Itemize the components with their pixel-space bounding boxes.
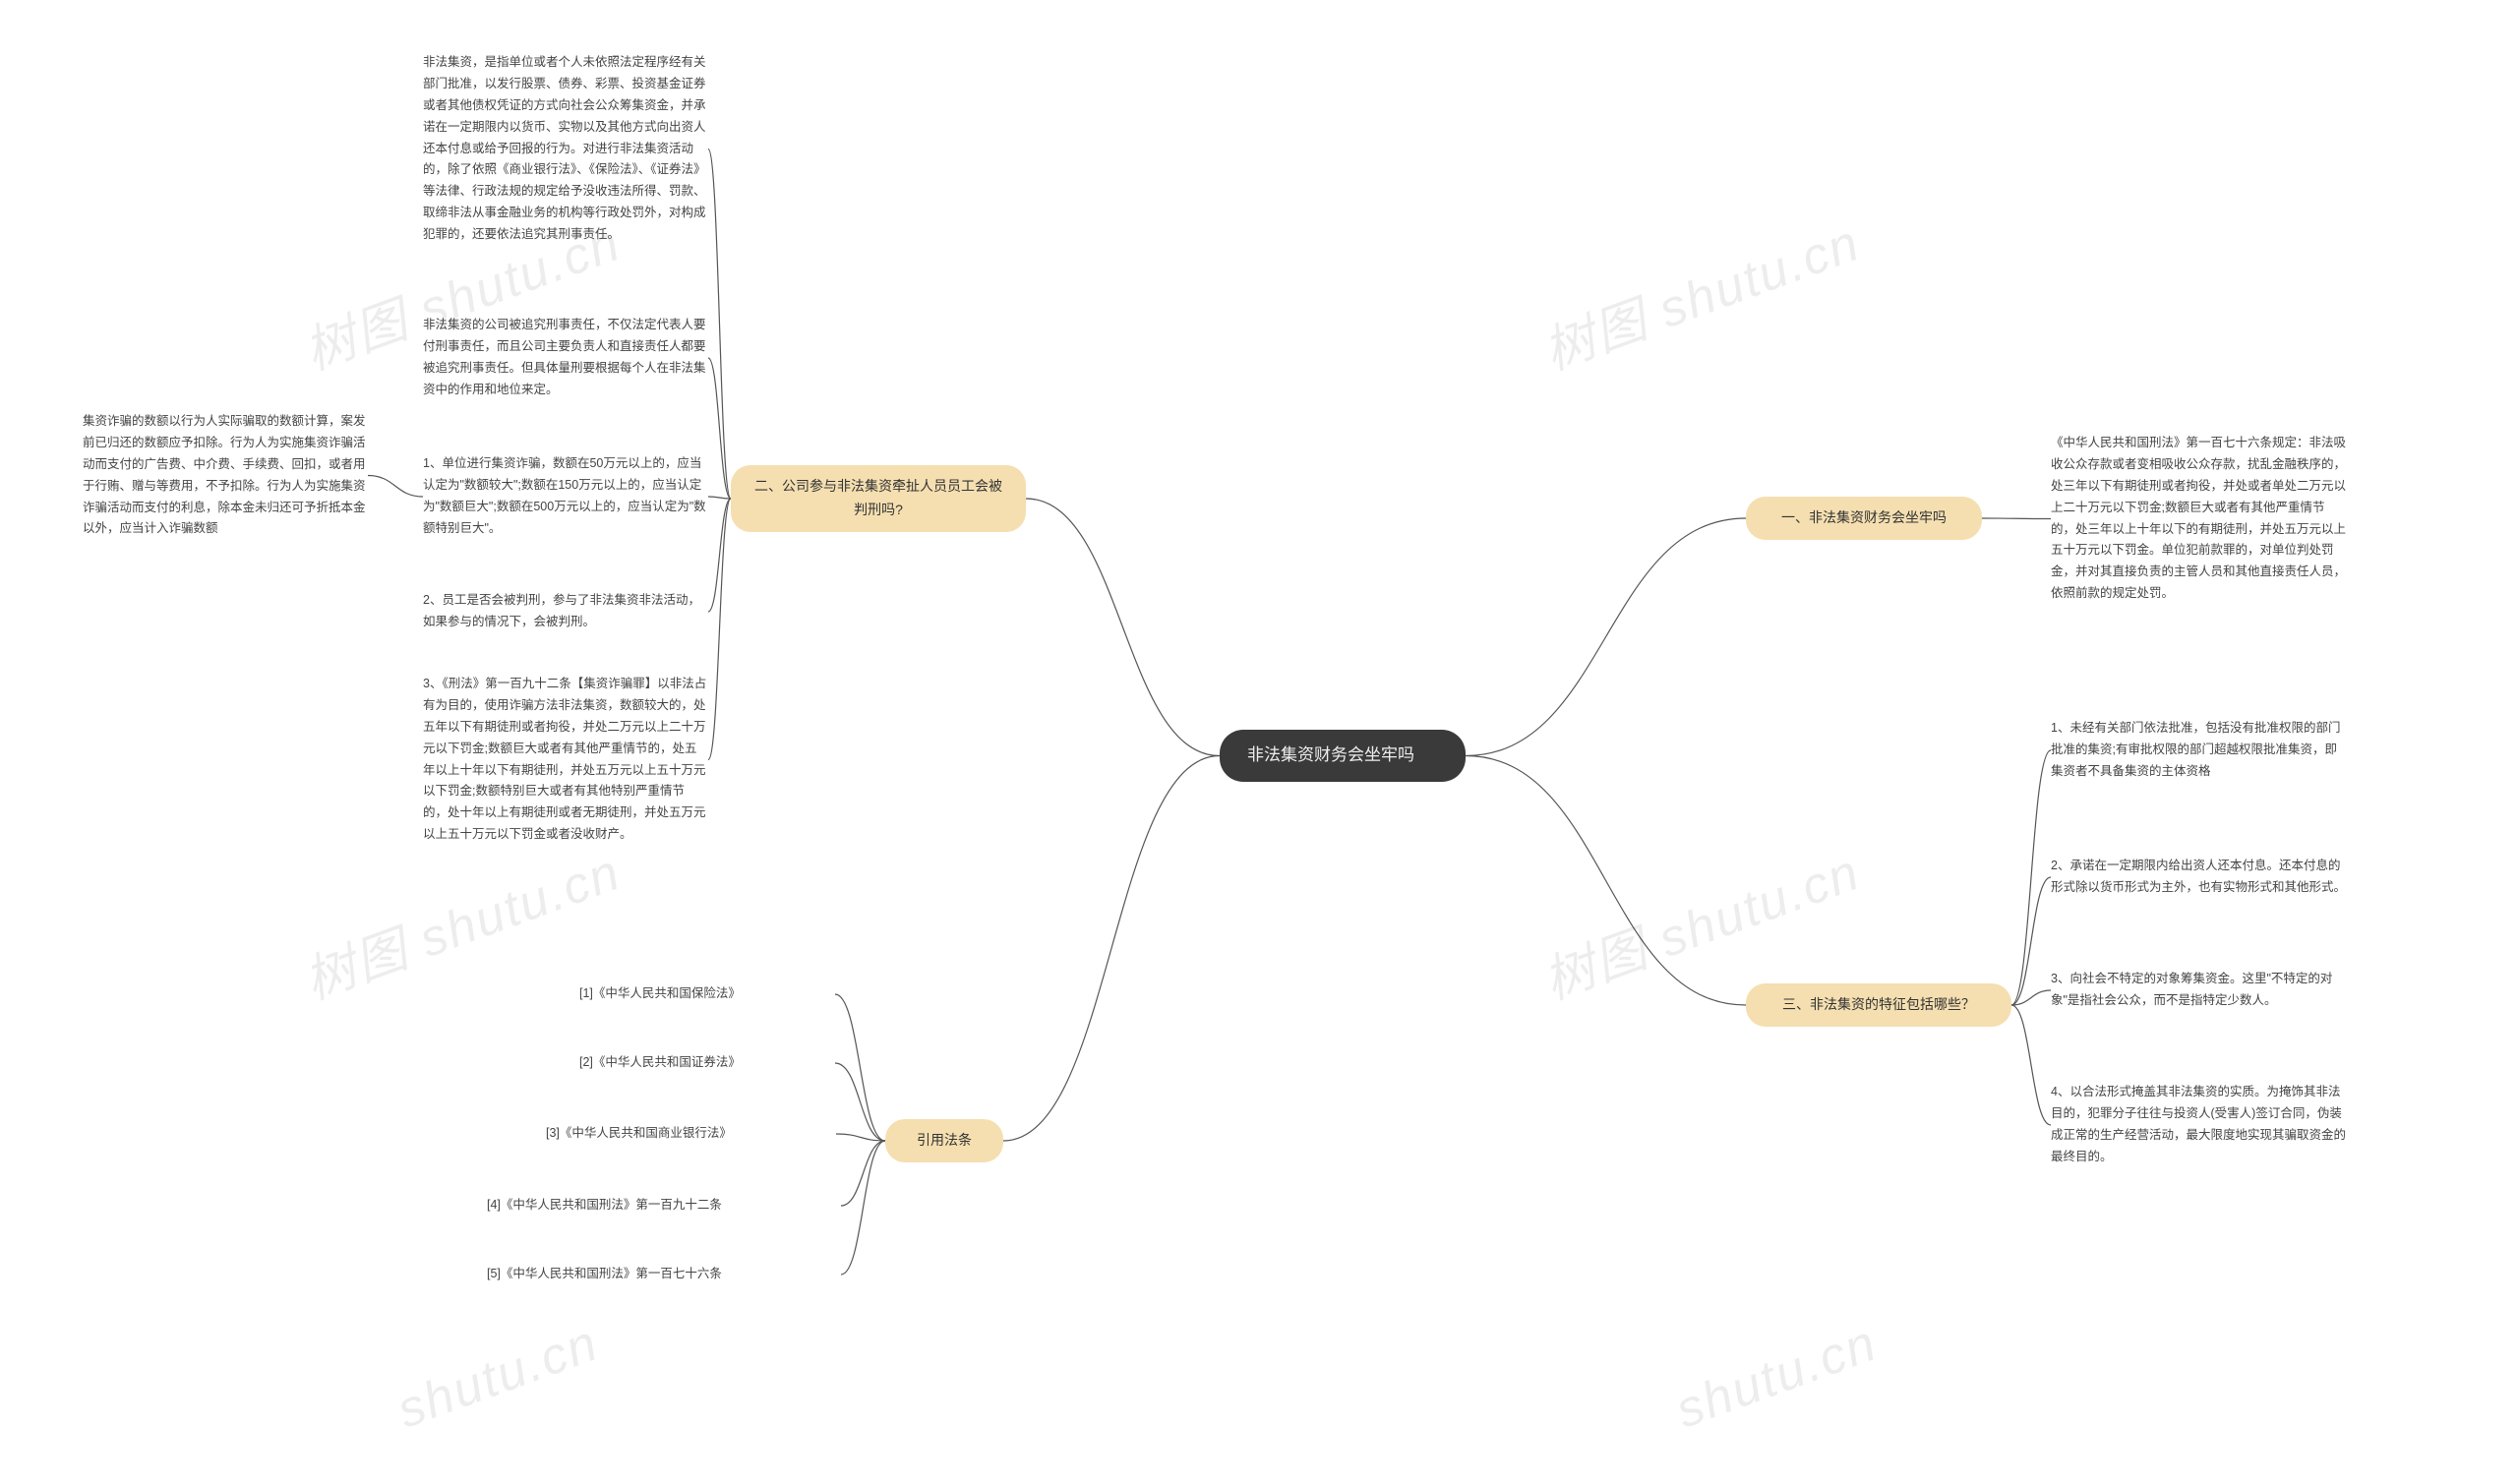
leaf-node: 3、向社会不特定的对象筹集资金。这里"不特定的对象"是指社会公众，而不是指特定少… (2051, 969, 2346, 1012)
watermark: shutu.cn (1668, 1313, 1885, 1440)
leaf-node: [4]《中华人民共和国刑法》第一百九十二条 (487, 1195, 841, 1217)
watermark: 树图 shutu.cn (1531, 202, 1868, 385)
leaf-node: [5]《中华人民共和国刑法》第一百七十六条 (487, 1264, 841, 1285)
root-node: 非法集资财务会坐牢吗 (1220, 730, 1466, 782)
mindmap-canvas: 非法集资财务会坐牢吗 一、非法集资财务会坐牢吗三、非法集资的特征包括哪些？ 二、公司… (0, 0, 2518, 1484)
branch-node: 引用法条 (885, 1119, 1003, 1162)
leaf-node: 1、未经有关部门依法批准，包括没有批准权限的部门批准的集资;有审批权限的部门超越… (2051, 718, 2346, 783)
leaf-node: 非法集资的公司被追究刑事责任，不仅法定代表人要付刑事责任，而且公司主要负责人和直… (423, 315, 708, 401)
leaf-node: 2、员工是否会被判刑，参与了非法集资非法活动，如果参与的情况下，会被判刑。 (423, 590, 708, 633)
watermark: shutu.cn (390, 1313, 606, 1440)
leaf-node: 《中华人民共和国刑法》第一百七十六条规定：非法吸收公众存款或者变相吸收公众存款，… (2051, 433, 2346, 605)
leaf-node: 4、以合法形式掩盖其非法集资的实质。为掩饰其非法目的，犯罪分子往往与投资人(受害… (2051, 1082, 2346, 1168)
branch-node: 三、非法集资的特征包括哪些？ (1746, 983, 2011, 1027)
leaf-node: [3]《中华人民共和国商业银行法》 (546, 1123, 836, 1145)
leaf-node: [1]《中华人民共和国保险法》 (579, 983, 835, 1005)
leaf-node: 集资诈骗的数额以行为人实际骗取的数额计算，案发前已归还的数额应予扣除。行为人为实… (83, 411, 368, 540)
leaf-node: 非法集资，是指单位或者个人未依照法定程序经有关部门批准，以发行股票、债券、彩票、… (423, 52, 708, 246)
branch-node: 一、非法集资财务会坐牢吗 (1746, 497, 1982, 540)
leaf-node: 3、《刑法》第一百九十二条【集资诈骗罪】以非法占有为目的，使用诈骗方法非法集资，… (423, 674, 708, 846)
branch-node: 二、公司参与非法集资牵扯人员员工会被判刑吗? (731, 465, 1026, 532)
leaf-node: [2]《中华人民共和国证券法》 (579, 1052, 835, 1074)
leaf-node: 1、单位进行集资诈骗，数额在50万元以上的，应当认定为"数额较大";数额在150… (423, 453, 708, 540)
leaf-node: 2、承诺在一定期限内给出资人还本付息。还本付息的形式除以货币形式为主外，也有实物… (2051, 856, 2346, 899)
